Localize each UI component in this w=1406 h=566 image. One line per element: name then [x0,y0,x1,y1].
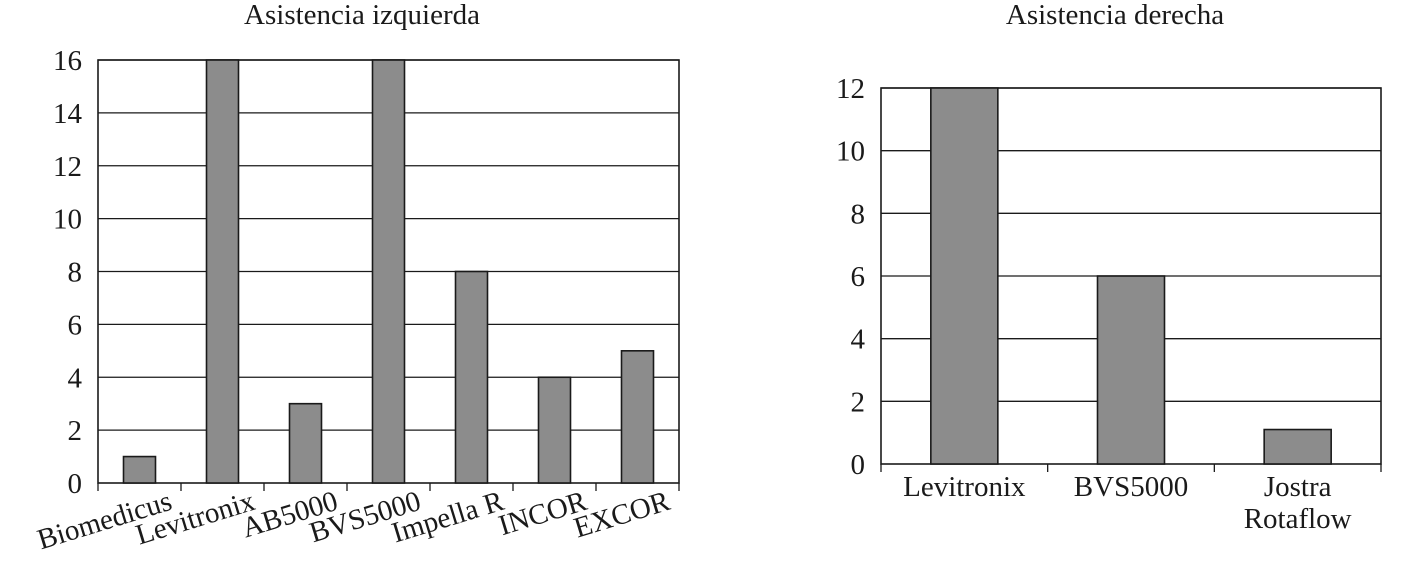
y-tick-label: 10 [836,136,865,168]
y-tick-label: 14 [53,98,83,130]
bar-excor [620,350,655,484]
y-tick-label: 8 [68,257,83,289]
y-tick-label: 0 [851,449,866,481]
x-tick-label: Levitronix [903,471,1026,503]
x-tick-label: EXCOR [570,485,674,545]
bar-levitronix [930,87,999,465]
y-tick-label: 4 [68,362,83,394]
y-tick-label: 12 [53,151,82,183]
chart-asistencia-izquierda: Asistencia izquierda 0246810121416Biomed… [34,0,680,556]
y-tick-label: 6 [68,309,83,341]
chart-title: Asistencia izquierda [244,0,480,31]
y-tick-label: 4 [851,324,866,356]
bar-impella-r [454,270,489,484]
chart-asistencia-derecha: Asistencia derecha 0 2 4 6 8 10 12 Levitronix BV… [836,0,1382,535]
chart-title: Asistencia derecha [1006,0,1224,31]
bar-bvs5000 [1096,275,1166,465]
bar-levitronix [205,59,240,484]
y-tick-label: 2 [851,386,866,418]
x-tick-label: Jostra Rotaflow [1244,471,1352,535]
bar-bvs5000 [371,59,406,484]
bar-incor [537,376,572,484]
bar-jostra-rotaflow [1263,428,1332,465]
y-tick-label: 10 [53,204,82,236]
y-tick-label: 8 [851,198,866,230]
y-tick-label: 0 [68,468,83,500]
y-tick-label: 6 [851,261,866,293]
y-tick-label: 16 [53,45,82,77]
y-tick-label: 12 [836,73,865,105]
x-tick-label: BVS5000 [1074,471,1188,503]
y-tick-label: 2 [68,415,83,447]
bar-ab5000 [288,402,323,484]
bar-biomedicus [122,455,157,484]
